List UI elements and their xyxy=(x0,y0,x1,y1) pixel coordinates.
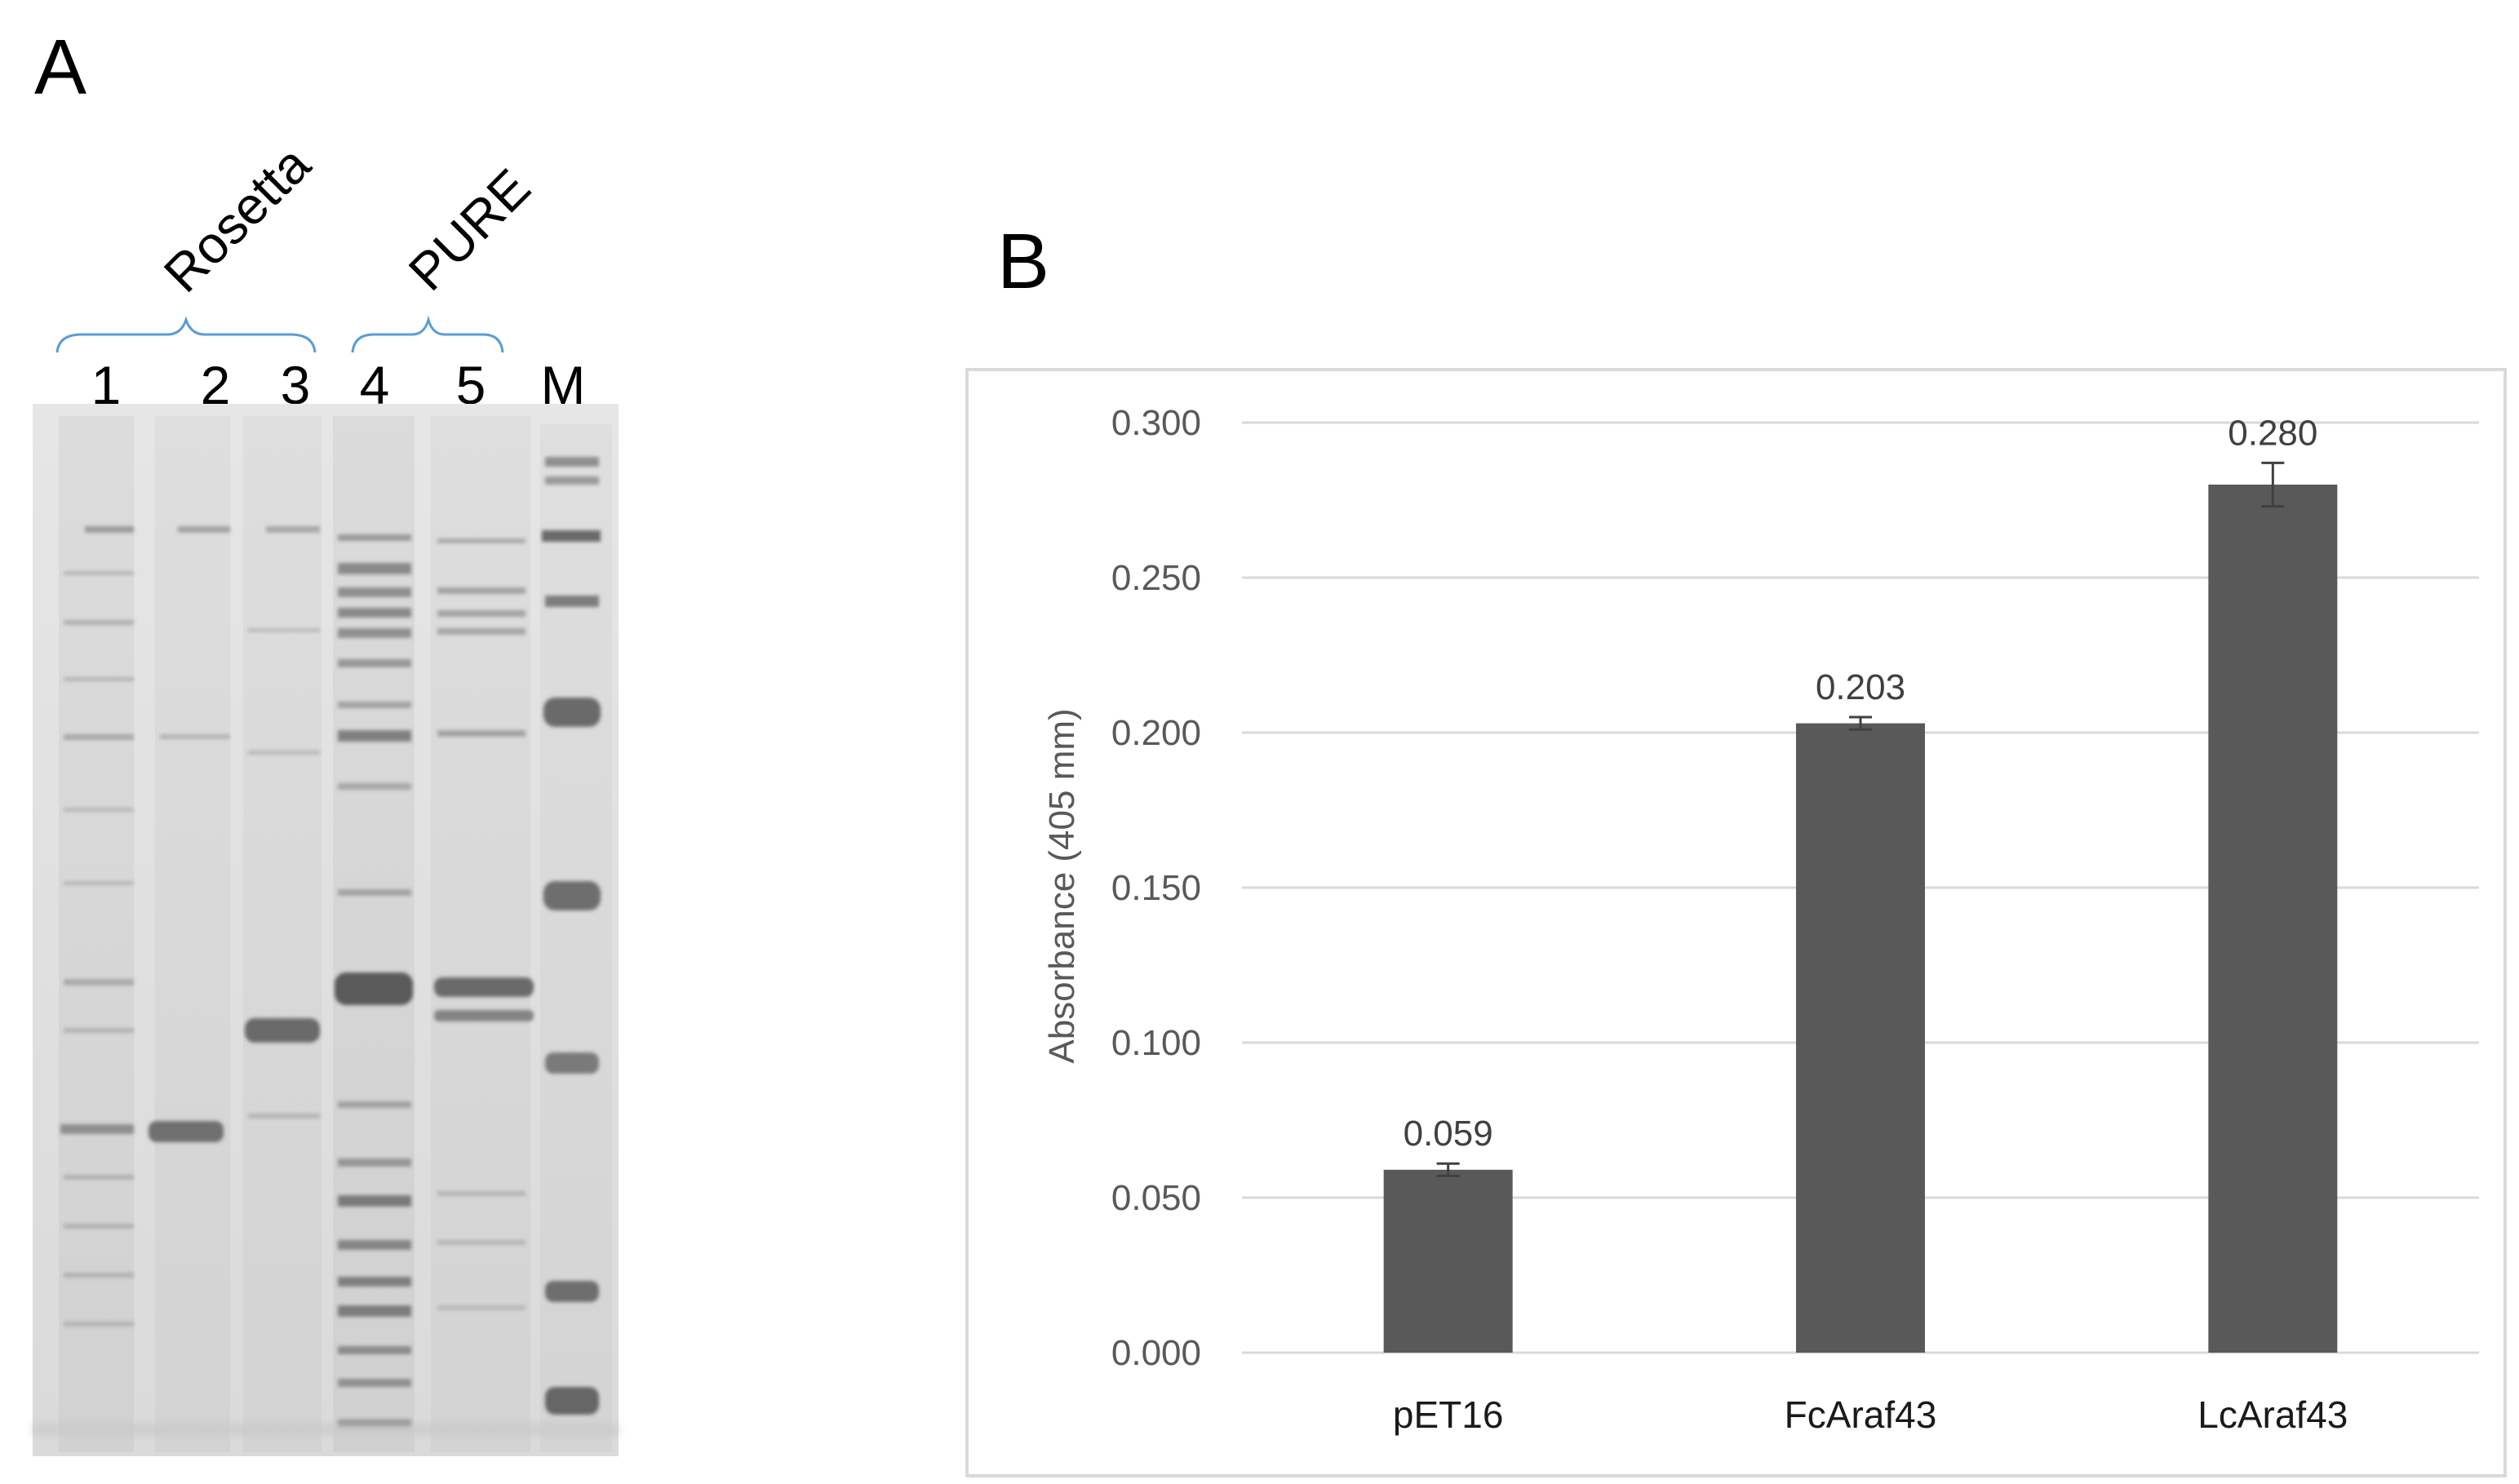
panel-b-letter: B xyxy=(997,218,1049,305)
error-bar-pet16 xyxy=(1436,1162,1460,1177)
panel-a-letter: A xyxy=(34,24,86,111)
error-bar-fcaraf43 xyxy=(1849,715,1872,731)
x-category-label: pET16 xyxy=(1393,1393,1504,1436)
y-tick-label: 0.300 xyxy=(1111,403,1201,443)
y-tick-label: 0.200 xyxy=(1111,713,1201,753)
bar-lcaraf43 xyxy=(2208,485,2338,1353)
data-label-fcaraf43: 0.203 xyxy=(1816,667,1905,707)
bar-pet16 xyxy=(1383,1169,1513,1353)
data-label-pet16: 0.059 xyxy=(1404,1114,1493,1154)
chart-data-labels: 0.059 0.203 0.280 xyxy=(1404,413,2318,1154)
y-tick-label: 0.050 xyxy=(1111,1178,1201,1218)
y-axis-title: Absorbance (405 mm) xyxy=(1042,708,1082,1063)
chart-y-axis: 0.000 0.050 0.100 0.150 0.200 0.250 0.300 xyxy=(1111,403,1201,1373)
y-tick-label: 0.100 xyxy=(1111,1023,1201,1063)
data-label-lcaraf43: 0.280 xyxy=(2228,413,2317,453)
group-label-rosetta: Rosetta xyxy=(153,135,322,303)
bar-fcaraf43 xyxy=(1796,723,1925,1353)
x-category-label: FcAraf43 xyxy=(1785,1393,1937,1436)
bracket-pure xyxy=(351,315,504,353)
chart-x-axis: pET16 FcAraf43 LcAraf43 xyxy=(1393,1393,2348,1436)
y-tick-label: 0.150 xyxy=(1111,868,1201,908)
error-bar-lcaraf43 xyxy=(2261,461,2285,508)
chart-error-bars xyxy=(1436,461,2285,1177)
group-label-pure: PURE xyxy=(397,157,542,302)
bracket-rosetta xyxy=(55,316,317,353)
x-category-label: LcAraf43 xyxy=(2197,1393,2348,1436)
chart-bars xyxy=(1383,485,2338,1353)
y-tick-label: 0.000 xyxy=(1111,1333,1201,1373)
y-tick-label: 0.250 xyxy=(1111,558,1201,598)
gel-dye-front xyxy=(33,1424,619,1435)
